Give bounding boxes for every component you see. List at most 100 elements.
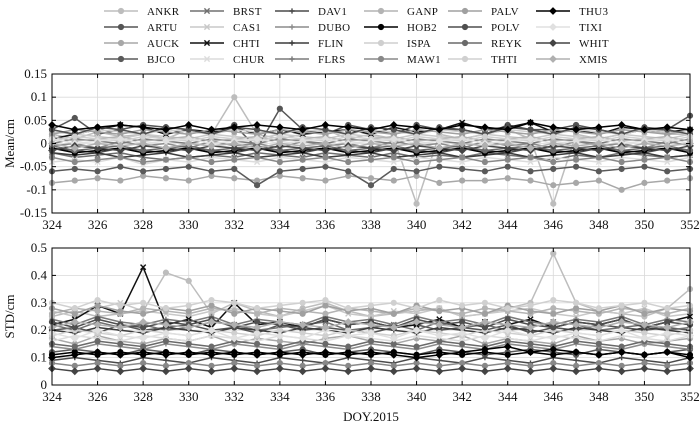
legend-label: FLRS [318, 54, 346, 66]
legend-item-palv: PALV [448, 6, 519, 18]
legend-item-polv: POLV [448, 22, 520, 34]
x-tick-label: 340 [407, 389, 427, 404]
series-bjco [48, 163, 694, 189]
legend-marker [117, 23, 125, 31]
legend-item-dubo: DUBO [275, 22, 350, 34]
data-point [618, 310, 625, 317]
data-point [185, 154, 192, 161]
legend-marker [461, 55, 469, 63]
data-point [481, 345, 489, 354]
data-point [572, 125, 580, 134]
x-tick-label: 328 [133, 389, 153, 404]
data-point [299, 165, 306, 173]
x-tick-label: 324 [42, 217, 62, 232]
data-point [389, 141, 398, 150]
data-point [116, 141, 125, 150]
data-point [549, 139, 558, 148]
x-tick-label: 342 [452, 389, 472, 404]
data-point [618, 133, 625, 140]
legend-marker [203, 7, 211, 15]
legend-marker [203, 39, 211, 47]
y-tick-label: 0.1 [31, 89, 47, 104]
legend-marker [117, 55, 125, 63]
data-point [595, 177, 602, 184]
data-point [275, 318, 284, 326]
data-point [344, 367, 353, 376]
data-point [208, 343, 215, 350]
data-point [207, 326, 216, 335]
y-tick-label: 0.05 [24, 112, 47, 127]
data-point [390, 310, 397, 317]
legend-marker [377, 55, 385, 63]
data-point [117, 177, 124, 184]
data-point [459, 154, 466, 161]
y-tick-label: -0.05 [20, 159, 47, 174]
data-point [390, 299, 397, 306]
data-point [162, 367, 170, 376]
data-point [94, 156, 101, 163]
legend-marker [203, 55, 211, 63]
data-point [617, 318, 626, 326]
data-point [117, 307, 124, 315]
data-point [253, 305, 261, 312]
data-point [572, 156, 580, 163]
x-tick-label: 324 [42, 389, 62, 404]
x-tick-label: 348 [589, 389, 609, 404]
series-tixi [48, 326, 694, 343]
data-point [436, 296, 443, 304]
data-point [116, 331, 125, 340]
data-point [139, 364, 148, 373]
x-tick-label: 346 [544, 389, 564, 404]
y-tick-label: 0.1 [31, 350, 47, 365]
mean-panel: 324 326 328 330 332 334 336 338 340 342 344 346 348 3… [2, 66, 700, 232]
data-point [345, 158, 352, 166]
x-tick-label: 346 [544, 217, 564, 232]
data-point [413, 310, 420, 317]
data-point [116, 146, 125, 155]
data-point [664, 340, 671, 347]
data-point [503, 326, 512, 335]
data-point [140, 133, 147, 140]
data-point [458, 121, 467, 129]
legend-item-auck: AUCK [104, 38, 179, 50]
data-point [572, 348, 580, 357]
data-point [162, 305, 170, 312]
data-point [390, 165, 397, 173]
data-point [208, 332, 215, 339]
data-point [70, 350, 79, 359]
data-point [184, 121, 193, 129]
data-point [139, 123, 148, 132]
data-point [459, 340, 466, 347]
data-point [504, 163, 511, 170]
data-point [275, 348, 284, 357]
x-tick-label: 332 [225, 389, 245, 404]
data-point [321, 121, 330, 129]
legend-item-thu3: THU3 [536, 6, 608, 18]
data-point [663, 329, 672, 337]
data-point [413, 168, 420, 175]
data-point [594, 146, 603, 155]
legend-item-brst: BRST [190, 6, 261, 18]
data-point [140, 168, 147, 175]
data-point [572, 313, 580, 320]
data-point [459, 158, 466, 166]
data-point [367, 182, 375, 189]
data-point [253, 134, 261, 143]
series-thu3 [48, 118, 694, 134]
y-tick-label: 0.15 [24, 66, 47, 81]
series-maw1 [48, 359, 694, 369]
data-point [184, 331, 193, 340]
x-tick-label: 342 [452, 217, 472, 232]
data-point [231, 175, 238, 182]
data-point [389, 350, 398, 359]
data-point [526, 367, 535, 376]
data-point [367, 302, 375, 309]
legend-item-ganp: GANP [364, 6, 438, 18]
data-point [435, 331, 444, 340]
data-point [481, 299, 489, 306]
data-point [116, 121, 125, 129]
data-point [117, 163, 124, 170]
legend: ANKR ARTU AUCK BJCO BRST CAS1 CHTI CHUR DAV1 DUBO… [104, 6, 609, 66]
legend-marker [117, 39, 125, 47]
x-tick-label: 328 [133, 217, 153, 232]
